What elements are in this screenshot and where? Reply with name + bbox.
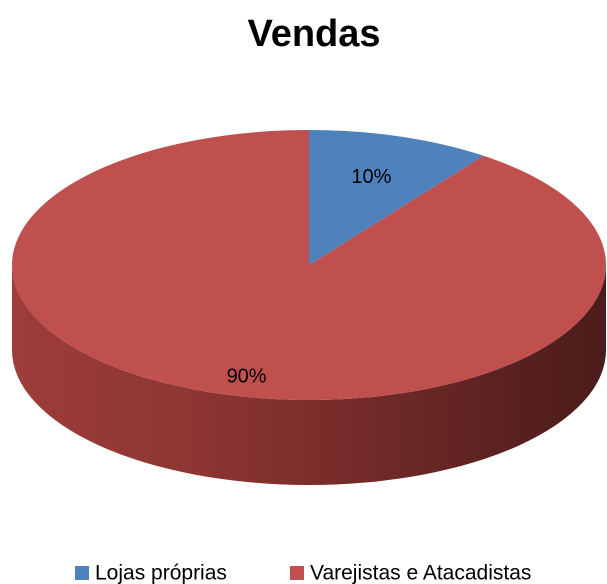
pie-slice (12, 130, 607, 400)
chart-title: Vendas (247, 13, 380, 55)
legend-label: Varejistas e Atacadistas (310, 562, 531, 584)
legend-swatch (290, 566, 304, 580)
data-label: 90% (227, 366, 267, 388)
pie-slice (309, 130, 484, 265)
data-label: 10% (351, 166, 391, 188)
pie-side (12, 265, 606, 485)
legend-label: Lojas próprias (95, 562, 227, 584)
legend-swatch (75, 566, 89, 580)
